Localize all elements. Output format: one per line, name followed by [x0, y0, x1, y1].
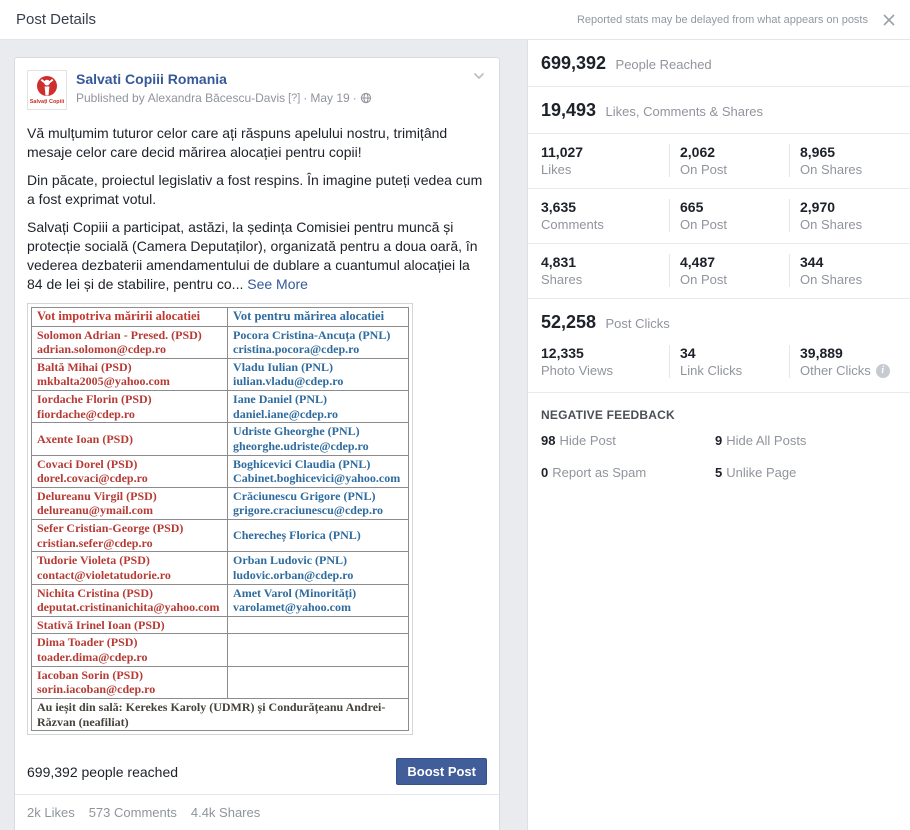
post-clicks-value: 52,258	[541, 312, 597, 332]
shares-breakdown-row: 4,831 Shares 4,487 On Post 344 On Shares	[528, 244, 910, 299]
clicks-breakdown-row: 12,335 Photo Views 34 Link Clicks 39,889…	[528, 337, 910, 393]
avatar-caption: Salvați Copiii	[29, 98, 65, 105]
engagement-stat: 19,493 Likes, Comments & Shares	[528, 87, 910, 134]
table-row: Covaci Dorel (PSD) dorel.covaci@cdep.ro B…	[30, 454, 409, 488]
table-row: Sefer Cristian-George (PSD) cristian.sefe…	[30, 518, 409, 553]
see-more-link[interactable]: See More	[247, 276, 308, 293]
post-photo[interactable]: Vot impotriva măririi alocatiei Vot pent…	[27, 303, 413, 736]
comments-count-link[interactable]: 573 Comments	[88, 805, 177, 821]
shares-count-link[interactable]: 4.4k Shares	[190, 805, 261, 821]
info-icon[interactable]: i	[875, 363, 890, 378]
post-text: Vă mulțumim tuturor celor care ați răspu…	[15, 122, 499, 294]
negative-feedback-row: 0 Report as Spam 5 Unlike Page	[541, 465, 797, 480]
byline: Published by Alexandra Băcescu-Davis [?]…	[76, 91, 372, 105]
engagement-summary-row: 2k Likes 573 Comments 4.4k Shares	[15, 794, 499, 830]
table-row: Solomon Adrian - Presed. (PSD) adrian.sol…	[30, 325, 409, 359]
post-paragraph: Vă mulțumim tuturor celor care ați răspu…	[27, 125, 448, 161]
vote-col-against-header: Vot impotriva măririi alocatiei	[30, 307, 229, 327]
post-card: Salvați Copiii Salvati Copiii Romania Pu…	[14, 57, 500, 830]
boost-post-button[interactable]: Boost Post	[396, 758, 487, 786]
post-preview-pane: Salvați Copiii Salvati Copiii Romania Pu…	[0, 40, 527, 830]
page-name-link[interactable]: Salvati Copiii Romania	[76, 71, 227, 87]
stats-delay-hint: Reported stats may be delayed from what …	[576, 13, 868, 26]
author-link[interactable]: Alexandra Băcescu-Davis	[147, 91, 286, 105]
people-reached-value: 699,392	[541, 53, 607, 73]
likes-breakdown-row: 11,027 Likes 2,062 On Post 8,965 On Shar…	[528, 134, 910, 189]
people-reached-text: 699,392 people reached	[27, 763, 179, 780]
negative-feedback-heading: NEGATIVE FEEDBACK	[541, 408, 675, 422]
globe-privacy-icon	[360, 92, 371, 104]
people-reached-stat: 699,392 People Reached	[528, 40, 910, 87]
vote-table: Vot impotriva măririi alocatiei Vot pent…	[30, 307, 409, 732]
post-clicks-label: Post Clicks	[605, 316, 670, 331]
post-clicks-stat: 52,258 Post Clicks	[528, 299, 910, 337]
table-row: Tudorie Violeta (PSD) contact@violetatudo…	[30, 551, 409, 585]
vote-table-footnote: Au ieșit din sală: Kerekes Karoly (UDMR)…	[31, 697, 409, 732]
comments-breakdown-row: 3,635 Comments 665 On Post 2,970 On Shar…	[528, 189, 910, 244]
people-reached-label: People Reached	[615, 57, 712, 72]
salvati-copiii-logo-icon	[37, 75, 57, 96]
table-row: Iordache Florin (PSD) fiordache@cdep.ro I…	[30, 389, 409, 424]
insights-panel: 699,392 People Reached 19,493 Likes, Com…	[527, 40, 910, 830]
table-row: Nichita Cristina (PSD) deputat.cristinani…	[30, 583, 409, 617]
table-row: Stativă Irinel Ioan (PSD)	[30, 615, 409, 635]
dialog-header: Post Details Reported stats may be delay…	[0, 0, 910, 40]
table-row: Dima Toader (PSD) toader.dima@cdep.ro	[30, 633, 409, 667]
table-row: Au ieșit din sală: Kerekes Karoly (UDMR)…	[31, 697, 409, 732]
post-header: Salvați Copiii Salvati Copiii Romania Pu…	[15, 58, 499, 122]
reached-row: 699,392 people reached Boost Post	[15, 749, 499, 794]
chevron-down-icon[interactable]	[473, 72, 485, 80]
post-date-link[interactable]: May 19	[310, 91, 350, 105]
page-title: Post Details	[16, 11, 97, 28]
likes-count-link[interactable]: 2k Likes	[27, 805, 75, 821]
table-row: Delureanu Virgil (PSD) delureanu@ymail.co…	[30, 486, 409, 521]
byline-prefix: Published by	[76, 91, 145, 105]
help-badge[interactable]: [?]	[288, 92, 301, 104]
engagement-value: 19,493	[541, 100, 597, 120]
dot-separator: ·	[303, 91, 308, 105]
table-row: Axente Ioan (PSD) Udriste Gheorghe (PNL)…	[30, 422, 409, 456]
table-row: Iacoban Sorin (PSD) sorin.iacoban@cdep.ro	[30, 665, 409, 699]
vote-col-for-header: Vot pentru mărirea alocatiei	[227, 307, 409, 327]
avatar[interactable]: Salvați Copiii	[27, 70, 67, 110]
post-paragraph: Din păcate, proiectul legislativ a fost …	[27, 172, 483, 208]
negative-feedback-row: 98 Hide Post 9 Hide All Posts	[541, 433, 807, 448]
table-row: Baltă Mihai (PSD) mkbalta2005@yahoo.com V…	[30, 357, 409, 392]
close-icon[interactable]	[882, 13, 896, 27]
engagement-label: Likes, Comments & Shares	[605, 104, 764, 119]
dot-separator: ·	[352, 91, 357, 105]
post-paragraph: Salvați Copiii a participat, astăzi, la …	[27, 219, 478, 293]
